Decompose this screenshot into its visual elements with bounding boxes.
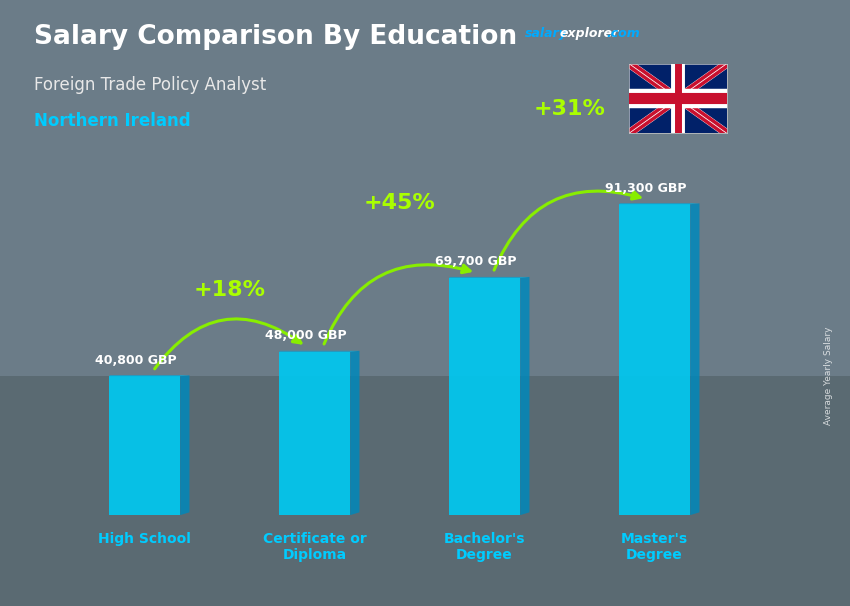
FancyArrowPatch shape [324,265,470,344]
Text: 48,000 GBP: 48,000 GBP [265,329,347,342]
Polygon shape [690,204,700,515]
Text: Northern Ireland: Northern Ireland [34,112,190,130]
Text: +18%: +18% [194,281,265,301]
Text: 69,700 GBP: 69,700 GBP [435,255,517,268]
FancyArrowPatch shape [494,191,640,270]
Polygon shape [180,375,190,515]
Text: 91,300 GBP: 91,300 GBP [605,182,687,195]
Bar [449,278,520,515]
Bar [619,204,690,515]
Text: +31%: +31% [534,99,605,119]
Polygon shape [109,375,190,376]
Text: Salary Comparison By Education: Salary Comparison By Education [34,24,517,50]
Text: Average Yearly Salary: Average Yearly Salary [824,327,833,425]
Bar [109,376,180,515]
Polygon shape [449,277,530,278]
Text: salary: salary [525,27,568,40]
Polygon shape [520,277,530,515]
FancyArrowPatch shape [155,319,301,369]
Text: explorer: explorer [559,27,619,40]
Text: Foreign Trade Policy Analyst: Foreign Trade Policy Analyst [34,76,266,94]
Polygon shape [350,351,360,515]
Text: +45%: +45% [364,193,435,213]
Text: .com: .com [606,27,640,40]
Text: 40,800 GBP: 40,800 GBP [95,354,177,367]
Bar [279,351,350,515]
